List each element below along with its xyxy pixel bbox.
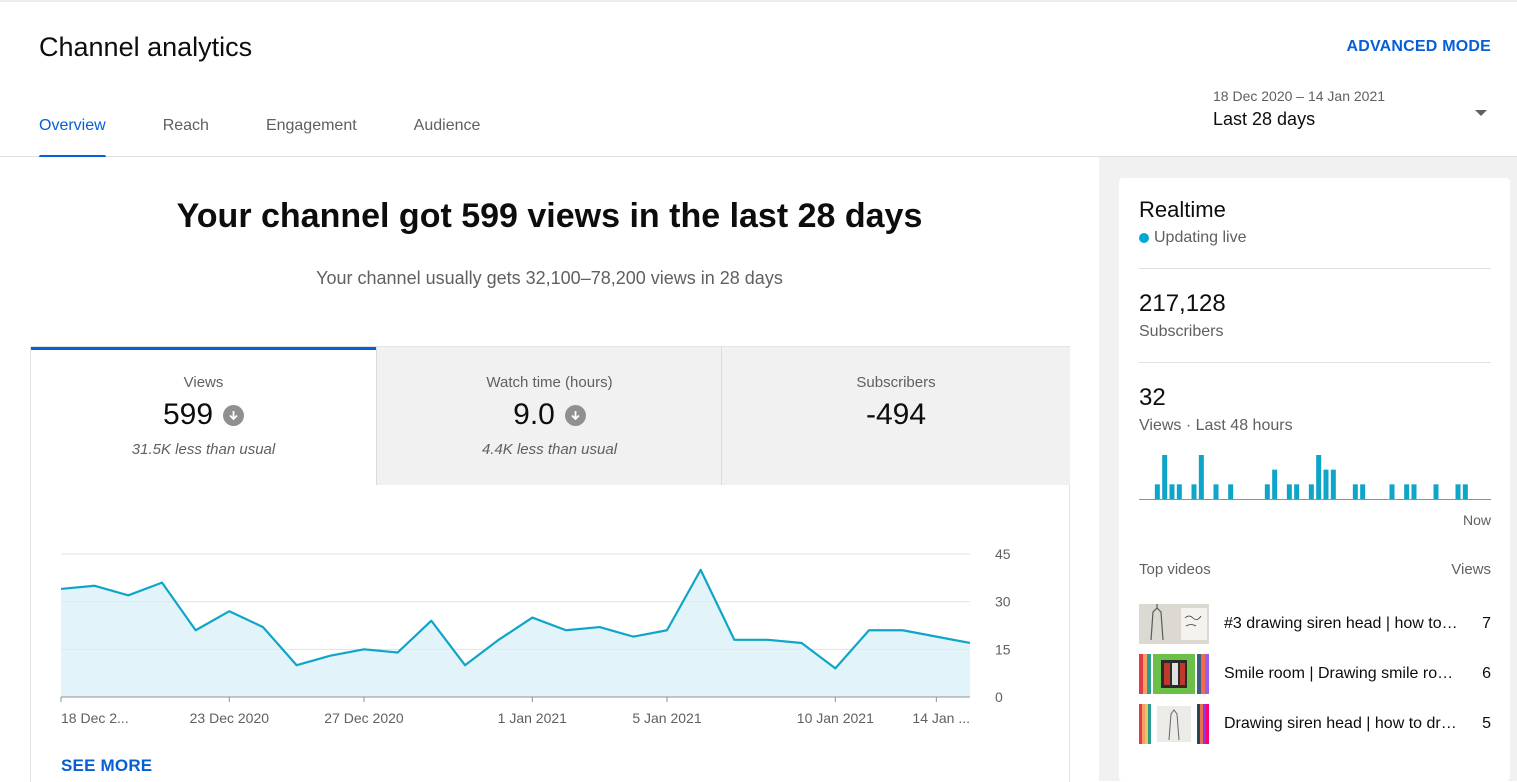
top-video-row[interactable]: Smile room | Drawing smile room 6 <box>1139 654 1491 694</box>
metric-tab-subscribers[interactable]: Subscribers -494 <box>721 347 1070 485</box>
metrics-card: Views 599 31.5K less than usual Watch ti… <box>30 346 1070 782</box>
divider <box>1139 268 1491 269</box>
metric-label: Views <box>183 374 224 391</box>
realtime-bar <box>1330 469 1336 499</box>
realtime-bar <box>1360 484 1366 499</box>
live-dot-icon <box>1139 233 1149 243</box>
realtime-bar <box>1264 484 1270 499</box>
realtime-bar <box>1455 484 1461 499</box>
realtime-bar <box>1286 484 1292 499</box>
realtime-bar <box>1162 455 1168 499</box>
video-views: 6 <box>1482 665 1491 682</box>
tab-audience[interactable]: Audience <box>413 117 481 134</box>
metric-tab-views[interactable]: Views 599 31.5K less than usual <box>31 347 376 488</box>
advanced-mode-button[interactable]: ADVANCED MODE <box>1346 38 1491 55</box>
video-title: Smile room | Drawing smile room <box>1224 665 1459 682</box>
realtime-status: Updating live <box>1139 229 1247 247</box>
metric-label: Watch time (hours) <box>486 374 613 391</box>
realtime-bar <box>1272 469 1278 499</box>
realtime-bar <box>1389 484 1395 499</box>
video-thumbnail <box>1139 654 1209 694</box>
top-video-row[interactable]: #3 drawing siren head | how to draw sire… <box>1139 604 1491 644</box>
video-title: #3 drawing siren head | how to draw sire… <box>1224 615 1459 632</box>
metric-label: Subscribers <box>856 374 936 391</box>
video-views: 7 <box>1482 615 1491 632</box>
views-column-label: Views <box>1451 561 1491 578</box>
now-label: Now <box>1462 512 1491 528</box>
date-range-dates: 18 Dec 2020 – 14 Jan 2021 <box>1213 88 1386 104</box>
metric-note: 4.4K less than usual <box>481 441 618 458</box>
video-views: 5 <box>1482 715 1491 732</box>
video-thumbnail <box>1139 704 1209 744</box>
tab-reach[interactable]: Reach <box>162 117 209 134</box>
realtime-bar <box>1352 484 1358 499</box>
metric-value: -494 <box>866 398 926 432</box>
divider <box>1139 362 1491 363</box>
date-range-period: Last 28 days <box>1213 109 1316 129</box>
dropdown-caret-icon[interactable] <box>1475 110 1487 116</box>
metric-note: 31.5K less than usual <box>131 441 276 458</box>
realtime-card: Realtime Updating live 217,128 Subscribe… <box>1119 178 1510 781</box>
tab-engagement[interactable]: Engagement <box>265 117 357 134</box>
date-range-picker[interactable]: 18 Dec 2020 – 14 Jan 2021 Last 28 days <box>1213 88 1493 130</box>
see-more-button[interactable]: SEE MORE <box>61 756 153 775</box>
top-videos-label: Top videos <box>1139 561 1211 578</box>
realtime-bar-chart <box>1139 455 1491 500</box>
metric-value: 9.0 <box>513 398 586 432</box>
page-title: Channel analytics <box>39 32 253 62</box>
realtime-bar <box>1316 455 1322 499</box>
top-shadow <box>0 0 1517 2</box>
realtime-bar <box>1323 469 1329 499</box>
realtime-bar <box>1411 484 1417 499</box>
summary-subheadline: Your channel usually gets 32,100–78,200 … <box>316 268 783 288</box>
realtime-views-label: Views · Last 48 hours <box>1139 417 1293 434</box>
realtime-bar <box>1191 484 1197 499</box>
top-video-row[interactable]: Drawing siren head | how to draw siren h… <box>1139 704 1491 744</box>
arrow-down-circle-icon <box>564 404 586 426</box>
realtime-bar <box>1462 484 1468 499</box>
realtime-bar <box>1294 484 1300 499</box>
page-header: Channel analytics ADVANCED MODE Overview… <box>0 2 1517 158</box>
metric-value-text: 9.0 <box>513 398 555 431</box>
analytics-tabs: Overview Reach Engagement Audience <box>39 106 537 158</box>
realtime-bar <box>1169 484 1175 499</box>
realtime-status-text: Updating live <box>1154 229 1247 246</box>
metric-value-text: 599 <box>162 398 214 431</box>
realtime-bar <box>1176 484 1182 499</box>
subscribers-label: Subscribers <box>1139 323 1224 340</box>
metric-value: 599 <box>162 398 245 432</box>
realtime-bar <box>1308 484 1314 499</box>
realtime-bar <box>1213 484 1219 499</box>
realtime-bar <box>1433 484 1439 499</box>
realtime-views-count: 32 <box>1139 384 1166 411</box>
realtime-bar <box>1154 484 1160 499</box>
subscribers-count: 217,128 <box>1139 290 1226 317</box>
realtime-bar <box>1198 455 1204 499</box>
top-videos-header: Top videos Views <box>1139 561 1491 578</box>
metric-value-text: -494 <box>865 398 927 431</box>
realtime-bar <box>1404 484 1410 499</box>
tab-overview[interactable]: Overview <box>39 106 106 158</box>
arrow-down-circle-icon <box>223 404 245 426</box>
realtime-bar <box>1228 484 1234 499</box>
realtime-title: Realtime <box>1139 197 1226 222</box>
summary-headline: Your channel got 599 views in the last 2… <box>176 197 923 235</box>
video-title: Drawing siren head | how to draw siren h… <box>1224 715 1459 732</box>
video-thumbnail <box>1139 604 1209 644</box>
metric-tab-watch-time[interactable]: Watch time (hours) 9.0 4.4K less than us… <box>376 347 722 485</box>
